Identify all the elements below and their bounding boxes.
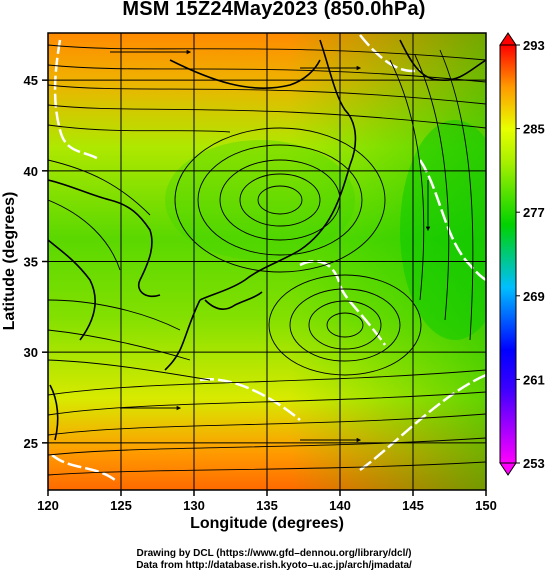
x-axis-label: Longitude (degrees) [190,515,344,532]
vortex-south [268,274,422,376]
colorbar-tick-label: 293 [523,38,545,53]
x-tick-label: 145 [402,498,424,513]
x-tick-label: 125 [110,498,132,513]
streamline-arrows [110,49,431,443]
isotherm-contours [51,34,486,482]
colorbar-tick-label: 253 [523,456,545,471]
y-tick-label: 35 [24,255,38,270]
footer-credit-drawing: Drawing by DCL (https://www.gfd–dennou.o… [136,548,412,559]
x-tick-label: 140 [329,498,351,513]
y-tick-label: 45 [24,73,38,88]
x-tick-label: 135 [256,498,278,513]
zonal-flow-north [48,44,486,133]
colorbar-tick-label: 269 [523,289,545,304]
lat-lon-grid [48,33,486,490]
colorbar-tick-label: 261 [523,372,545,387]
x-tick-label: 150 [475,498,497,513]
streamlines [48,44,486,476]
flow-west [48,159,211,381]
footer-credit-data: Data from http://database.rish.kyoto–u.a… [136,560,412,571]
colorbar-tick-label: 285 [523,122,545,137]
x-tick-label: 120 [37,498,59,513]
y-tick-label: 25 [24,436,38,451]
colorbar: 253 261 269 277 285 293 [499,32,545,476]
x-axis: 120 125 130 135 140 145 150 [37,490,497,513]
colorbar-min-triangle [499,462,517,476]
x-tick-label: 130 [183,498,205,513]
colorbar-tick-label: 277 [523,205,545,220]
y-axis-label: Latitude (degrees) [1,192,18,331]
y-axis: 25 30 35 40 45 [24,73,48,451]
cool-area-sea-of-japan [165,140,355,260]
map-field [48,33,486,490]
y-tick-label: 30 [24,345,38,360]
colorbar-max-triangle [499,32,517,46]
chart-title: MSM 15Z24May2023 (850.0hPa) [122,0,426,20]
y-tick-label: 40 [24,164,38,179]
colorbar-gradient [499,44,517,464]
